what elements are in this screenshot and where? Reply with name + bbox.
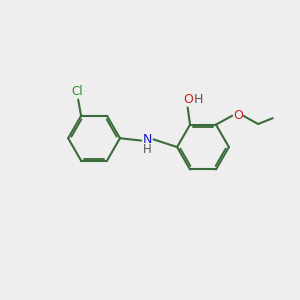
- Text: O: O: [234, 109, 244, 122]
- Text: H: H: [194, 93, 204, 106]
- Text: Cl: Cl: [72, 85, 83, 98]
- Text: O: O: [184, 93, 194, 106]
- Text: H: H: [143, 143, 152, 157]
- Text: N: N: [143, 133, 153, 146]
